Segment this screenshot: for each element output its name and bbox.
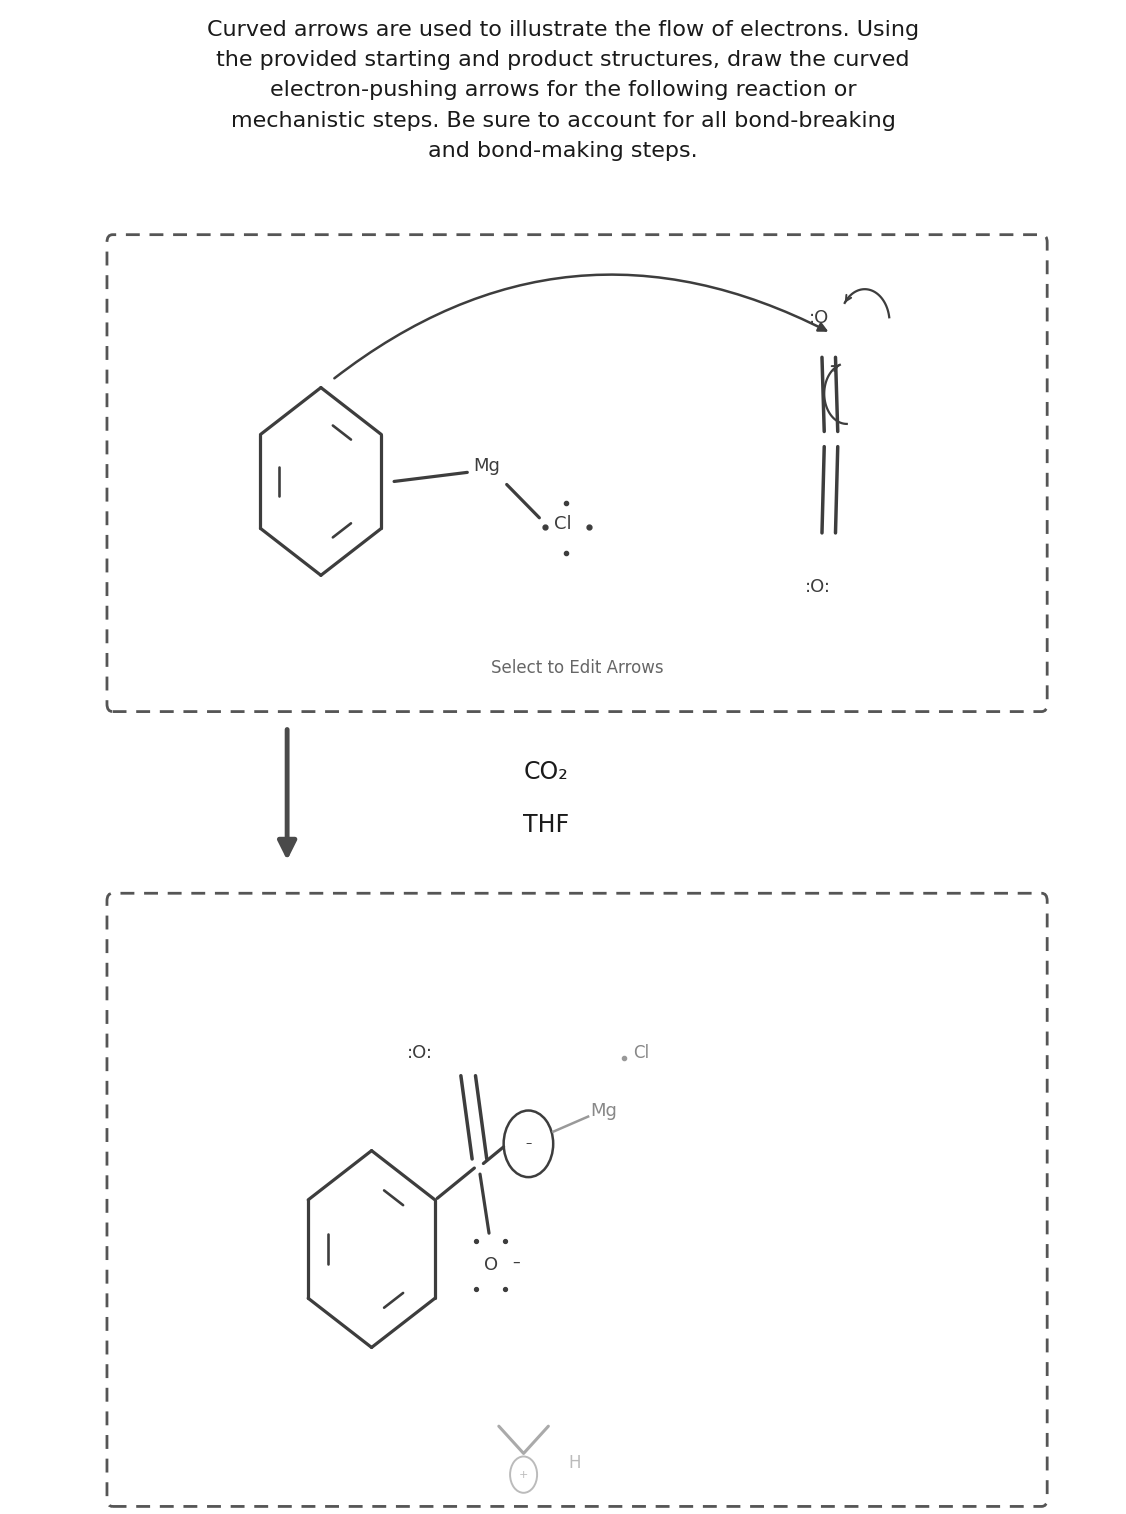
Text: THF: THF: [524, 813, 569, 837]
Text: –: –: [512, 1255, 520, 1269]
Text: –: –: [526, 1137, 531, 1151]
Text: Mg: Mg: [473, 457, 500, 475]
Text: :O: :O: [808, 309, 829, 327]
Text: +: +: [519, 1470, 528, 1479]
Text: Curved arrows are used to illustrate the flow of electrons. Using
the provided s: Curved arrows are used to illustrate the…: [207, 20, 919, 162]
Text: Mg: Mg: [590, 1102, 617, 1119]
Text: Cl: Cl: [554, 515, 572, 533]
Text: :O:: :O:: [805, 578, 831, 597]
Text: H: H: [569, 1453, 581, 1472]
Text: :O:: :O:: [406, 1045, 432, 1061]
Text: CO₂: CO₂: [524, 760, 569, 784]
Text: Select to Edit Arrows: Select to Edit Arrows: [491, 659, 663, 677]
Text: Cl: Cl: [633, 1045, 650, 1061]
Text: O: O: [484, 1257, 499, 1273]
